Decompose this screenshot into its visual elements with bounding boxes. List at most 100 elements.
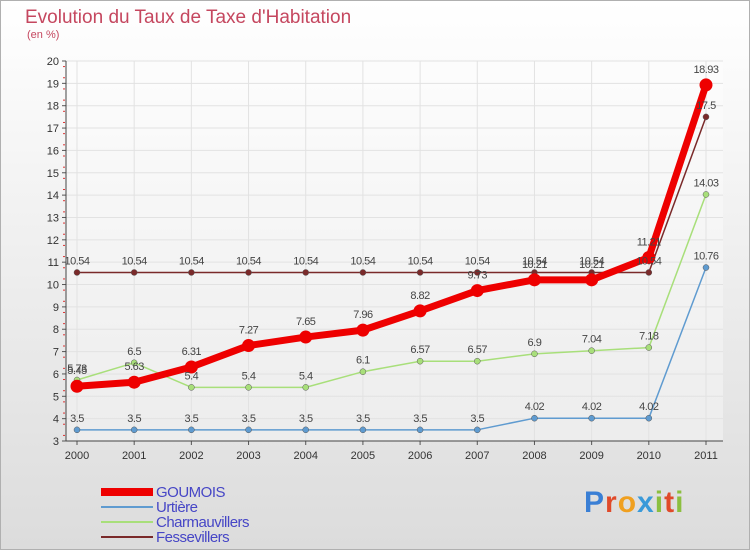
data-label: 6.1	[356, 355, 370, 367]
data-point	[245, 384, 252, 391]
legend: GOUMOIS Urtière Charmauvillers Fessevill…	[101, 485, 401, 545]
y-tick-label: 17	[47, 123, 59, 135]
x-tick-label: 2009	[579, 450, 603, 462]
data-label: 5.4	[184, 370, 198, 382]
data-point	[645, 344, 653, 351]
legend-item-goumois[interactable]: GOUMOIS	[101, 485, 401, 500]
data-label: 3.5	[70, 413, 84, 425]
data-label: 7.65	[296, 316, 316, 328]
data-point	[699, 78, 713, 92]
data-point	[359, 426, 367, 434]
data-label: 6.57	[468, 344, 488, 356]
data-point	[302, 426, 309, 434]
data-point	[302, 384, 309, 391]
proxiti-logo: Proxiti	[584, 486, 684, 520]
data-label: 10.54	[350, 255, 375, 267]
data-label: 14.03	[693, 177, 718, 189]
x-tick-label: 2007	[465, 450, 489, 462]
data-point	[299, 330, 313, 344]
data-point	[702, 191, 710, 198]
data-label: 5.4	[242, 370, 256, 382]
legend-label: GOUMOIS	[156, 484, 226, 501]
data-label: 7.18	[639, 331, 659, 343]
legend-item-charmauvillers[interactable]: Charmauvillers	[101, 515, 401, 530]
data-point	[70, 379, 84, 393]
data-point	[527, 273, 541, 287]
data-label: 17.5	[696, 100, 716, 112]
data-point	[359, 269, 367, 276]
data-label: 3.5	[356, 413, 370, 425]
y-tick-label: 6	[53, 369, 59, 381]
y-tick-label: 11	[48, 257, 59, 269]
legend-item-fessevillers[interactable]: Fessevillers	[101, 530, 401, 545]
data-point	[184, 360, 198, 374]
data-point	[130, 426, 138, 434]
legend-swatch	[101, 506, 153, 508]
data-point	[356, 323, 370, 337]
series-line-goumois	[73, 81, 710, 390]
data-label: 10.21	[522, 259, 547, 271]
y-tick-label: 10	[47, 280, 59, 292]
logo-letter: i	[675, 486, 685, 519]
y-tick-label: 13	[47, 212, 59, 224]
x-tick-label: 2004	[293, 450, 317, 462]
data-label: 5.73	[67, 363, 87, 375]
data-label: 10.54	[408, 255, 433, 267]
data-label: 8.82	[410, 290, 430, 302]
y-unit-label: (en %)	[27, 29, 60, 41]
plot-area	[66, 61, 723, 441]
data-label: 6.57	[410, 344, 430, 356]
data-label: 6.31	[182, 346, 202, 358]
logo-letter: i	[654, 486, 665, 519]
y-tick-label: 3	[53, 436, 59, 448]
data-point	[130, 269, 138, 276]
data-label: 10.54	[522, 255, 547, 267]
data-point	[188, 384, 195, 391]
data-label: 6.9	[528, 337, 542, 349]
data-label: 10.54	[64, 255, 89, 267]
data-point	[73, 269, 81, 276]
data-point	[645, 269, 653, 276]
data-point	[127, 375, 141, 389]
y-tick-label: 15	[47, 168, 59, 180]
x-tick-label: 2008	[522, 450, 546, 462]
series-line-urtière	[76, 266, 707, 431]
data-point	[588, 347, 595, 354]
y-tick-label: 20	[47, 56, 59, 68]
data-point	[474, 269, 481, 276]
data-point	[470, 284, 484, 298]
legend-item-urtiere[interactable]: Urtière	[101, 500, 401, 515]
data-label: 3.5	[299, 413, 313, 425]
data-point	[702, 113, 710, 121]
data-point	[585, 273, 599, 287]
data-point	[188, 426, 195, 434]
x-tick-label: 2010	[637, 450, 661, 462]
data-point	[359, 368, 367, 375]
data-point	[416, 269, 424, 276]
legend-label: Fessevillers	[156, 529, 230, 546]
y-tick-label: 18	[47, 101, 59, 113]
data-label: 4.02	[582, 401, 602, 413]
data-point	[531, 350, 538, 358]
x-tick-label: 2003	[236, 450, 260, 462]
data-label: 7.27	[239, 325, 259, 337]
legend-swatch	[101, 488, 153, 496]
logo-letter: P	[584, 486, 606, 519]
data-label: 10.54	[636, 255, 661, 267]
data-label: 3.5	[127, 413, 141, 425]
y-tick-label: 12	[47, 235, 59, 247]
data-point	[130, 359, 138, 367]
x-tick-label: 2000	[65, 450, 89, 462]
data-label: 3.5	[470, 413, 484, 425]
logo-letter: o	[617, 486, 638, 519]
data-point	[645, 414, 653, 422]
data-label: 7.96	[353, 309, 373, 321]
x-tick-label: 2011	[694, 450, 718, 462]
legend-label: Charmauvillers	[156, 514, 250, 531]
data-label: 3.5	[413, 413, 427, 425]
data-label: 6.5	[127, 346, 141, 358]
x-tick-label: 2001	[122, 450, 146, 462]
data-label: 5.45	[67, 365, 87, 377]
